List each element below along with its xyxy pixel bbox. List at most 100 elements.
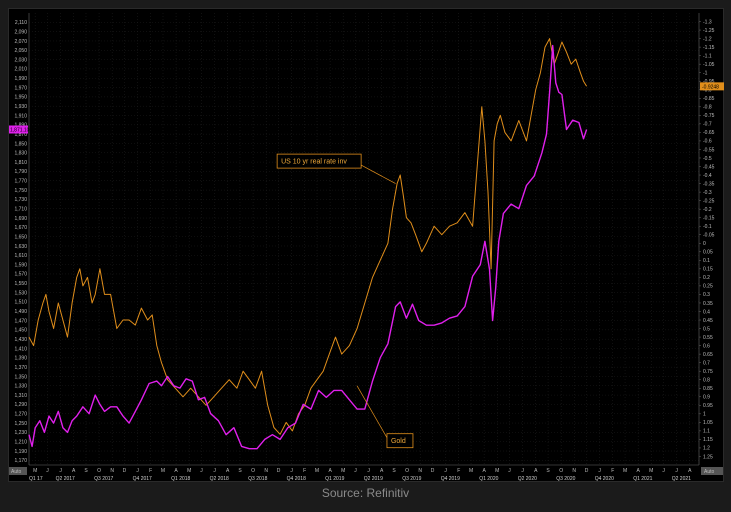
right-tick-label: -0.75 [703, 113, 715, 119]
right-tick-label: -0.95 [703, 79, 715, 85]
right-tick-label: -0.1 [703, 224, 712, 230]
month-tick-label: J [59, 468, 62, 474]
month-tick-label: N [264, 468, 268, 474]
real-rate-annotation-pointer [360, 164, 396, 184]
right-tick-label: -1.15 [703, 45, 715, 51]
left-tick-label: 1,970 [14, 85, 27, 91]
month-tick-label: J [354, 468, 357, 474]
month-tick-label: F [303, 468, 306, 474]
month-tick-label: M [469, 468, 473, 474]
right-tick-label: 1.1 [703, 429, 710, 435]
left-tick-label: 1,690 [14, 216, 27, 222]
left-tick-label: 1,770 [14, 179, 27, 185]
month-tick-label: J [136, 468, 139, 474]
right-tick-label: 0.6 [703, 343, 710, 349]
right-tick-label: 0.9 [703, 395, 710, 401]
left-tick-label: 1,490 [14, 309, 27, 315]
gold-annotation-box [386, 433, 414, 449]
month-tick-label: S [84, 468, 88, 474]
month-tick-label: J [662, 468, 665, 474]
right-tick-label: -1.05 [703, 62, 715, 68]
month-tick-label: D [123, 468, 127, 474]
left-tick-label: 1,650 [14, 234, 27, 240]
left-tick-label: 1,530 [14, 290, 27, 296]
right-tick-label: -0.85 [703, 96, 715, 102]
right-tick-label: -0.5 [703, 156, 712, 162]
month-tick-label: S [546, 468, 550, 474]
gold-last-value-label: 1,871.10 [10, 127, 30, 133]
left-tick-label: 1,330 [14, 384, 27, 390]
month-tick-label: J [200, 468, 203, 474]
left-tick-label: 1,910 [14, 113, 27, 119]
month-tick-label: M [341, 468, 345, 474]
quarter-tick-label: Q1 2020 [479, 476, 498, 482]
real-rate-annotation-box [276, 153, 362, 169]
left-tick-label: 1,610 [14, 253, 27, 259]
month-tick-label: A [380, 468, 384, 474]
quarter-tick-label: Q1 17 [29, 476, 43, 482]
left-tick-label: 1,950 [14, 95, 27, 101]
month-tick-label: A [482, 468, 486, 474]
right-tick-label: 0.8 [703, 378, 710, 384]
right-tick-label: 0.55 [703, 335, 713, 341]
month-tick-label: A [636, 468, 640, 474]
left-tick-label: 1,450 [14, 328, 27, 334]
right-tick-label: 1 [703, 412, 706, 418]
right-tick-label: -1.2 [703, 36, 712, 42]
month-tick-label: J [213, 468, 216, 474]
left-axis: 1,170 1,190 1,210 1,230 1,250 1,270 1,290 1,310… [9, 13, 30, 475]
right-tick-label: -0.15 [703, 215, 715, 221]
real-rate-annotation-text: US 10 yr real rate inv [281, 159, 347, 166]
right-auto-label: Auto [704, 469, 715, 475]
month-tick-label: M [33, 468, 37, 474]
left-tick-label: 1,430 [14, 337, 27, 343]
left-tick-label: 1,830 [14, 151, 27, 157]
month-tick-label: A [226, 468, 230, 474]
real-rate-series-line [28, 38, 588, 435]
month-tick-label: N [572, 468, 576, 474]
left-tick-label: 1,210 [14, 440, 27, 446]
month-tick-label: J [521, 468, 524, 474]
gold-vs-real-rate-chart: 1,170 1,190 1,210 1,230 1,250 1,270 1,290 1,310… [9, 13, 724, 482]
right-tick-label: -0.7 [703, 122, 712, 128]
annotations: US 10 yr real rate inv Gold [276, 153, 414, 449]
right-tick-label: -0.65 [703, 130, 715, 136]
last-value-tags: -0.9248 1,871.10 [9, 82, 724, 134]
left-tick-label: 1,170 [14, 458, 27, 464]
month-tick-label: A [534, 468, 538, 474]
right-tick-label: -1.1 [703, 53, 712, 59]
month-tick-label: J [46, 468, 49, 474]
quarter-tick-label: Q4 2019 [441, 476, 460, 482]
quarter-tick-label: Q3 2018 [248, 476, 267, 482]
chart-frame: 1,170 1,190 1,210 1,230 1,250 1,270 1,290 1,310… [8, 8, 724, 482]
month-tick-label: J [675, 468, 678, 474]
left-auto-box [9, 467, 27, 475]
left-tick-label: 1,630 [14, 244, 27, 250]
month-tick-label: O [251, 468, 255, 474]
left-tick-label: 1,510 [14, 300, 27, 306]
month-tick-label: J [598, 468, 601, 474]
right-tick-label: 0.65 [703, 352, 713, 358]
right-tick-label: 0.3 [703, 292, 710, 298]
right-tick-label: 1.25 [703, 454, 713, 460]
month-tick-label: O [97, 468, 101, 474]
right-tick-label: 1.2 [703, 446, 710, 452]
left-tick-label: 1,590 [14, 262, 27, 268]
right-tick-label: -0.45 [703, 164, 715, 170]
right-tick-label: 0.85 [703, 386, 713, 392]
right-tick-label: -0.4 [703, 173, 712, 179]
right-tick-label: -1 [703, 70, 708, 76]
right-tick-label: -0.3 [703, 190, 712, 196]
left-tick-label: 1,250 [14, 421, 27, 427]
real-rate-last-value-label: -0.9248 [702, 84, 719, 90]
month-tick-label: A [328, 468, 332, 474]
right-tick-label: 0.2 [703, 275, 710, 281]
right-tick-label: -0.9 [703, 88, 712, 94]
month-tick-label: N [418, 468, 422, 474]
right-tick-label: -1.25 [703, 28, 715, 34]
right-tick-label: 0.15 [703, 267, 713, 273]
month-tick-label: S [238, 468, 242, 474]
left-tick-label: 1,410 [14, 346, 27, 352]
month-tick-label: N [110, 468, 114, 474]
